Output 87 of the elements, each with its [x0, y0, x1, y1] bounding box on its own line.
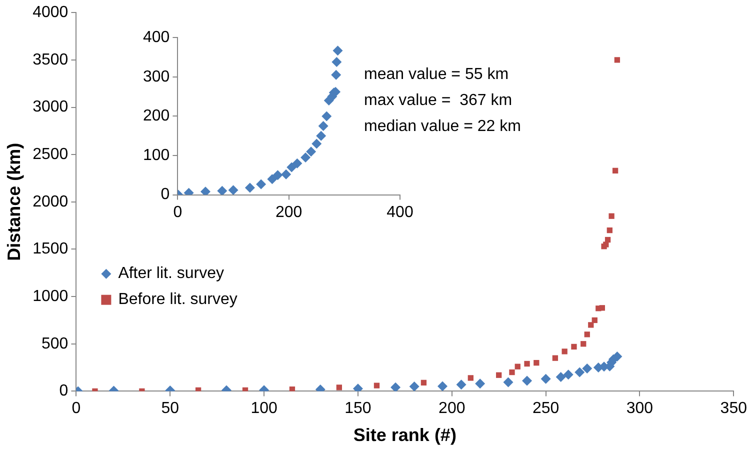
x-tick-label: 400 [386, 204, 414, 221]
y-tick-label: 500 [41, 335, 68, 352]
point [318, 121, 328, 132]
annotation: mean value = 55 km [364, 66, 509, 84]
point [524, 360, 530, 367]
annotation: median value = 22 km [364, 118, 521, 136]
x-tick-label: 300 [626, 400, 654, 418]
point [475, 378, 486, 389]
point [614, 57, 620, 63]
y-tick-label: 0 [160, 186, 170, 204]
x-tick-label: 0 [173, 204, 182, 221]
point [456, 380, 466, 390]
point [563, 370, 574, 380]
point [409, 381, 420, 392]
point [514, 364, 520, 370]
point [217, 186, 228, 195]
point [509, 369, 515, 376]
point [300, 152, 311, 162]
point [588, 322, 594, 328]
x-tick-label: 0 [72, 400, 81, 418]
point [390, 382, 401, 392]
point [574, 367, 585, 378]
x-tick-label: 200 [438, 400, 466, 418]
point [503, 377, 514, 388]
point [599, 305, 605, 311]
y-axis-title: Distance (km) [4, 142, 24, 261]
x-tick-label: 350 [720, 400, 748, 418]
point [281, 169, 292, 180]
point [604, 236, 611, 243]
y-tick-label: 300 [142, 68, 170, 86]
point [312, 138, 322, 149]
point [468, 375, 474, 381]
point [420, 380, 427, 386]
point [606, 227, 613, 234]
y-tick-label: 4000 [32, 4, 68, 22]
point [556, 372, 566, 382]
point [336, 384, 342, 390]
y-tick-label: 2500 [32, 146, 68, 163]
point [200, 186, 210, 195]
point [306, 146, 316, 157]
y-tick-label: 1000 [32, 288, 68, 305]
point [584, 332, 590, 338]
point [228, 185, 238, 195]
point [540, 374, 551, 384]
point [332, 46, 343, 56]
x-tick-label: 50 [161, 400, 180, 418]
y-tick-label: 400 [142, 29, 170, 46]
x-tick-label: 250 [532, 400, 560, 418]
point [322, 111, 332, 122]
point [612, 351, 622, 362]
legend-label: After lit. survey [118, 265, 224, 282]
point [292, 158, 302, 168]
y-tick-label: 200 [142, 108, 170, 125]
x-axis-title: Site rank (#) [353, 425, 456, 446]
point [316, 130, 326, 141]
y-tick-label: 3500 [32, 51, 68, 68]
point [522, 376, 532, 386]
point [331, 70, 342, 80]
point [552, 355, 558, 361]
legend-label: Before lit. survey [118, 291, 238, 308]
point [571, 344, 577, 350]
point [612, 168, 618, 174]
y-tick-label: 3000 [32, 98, 68, 116]
point [580, 341, 586, 347]
y-tick-label: 2000 [32, 193, 68, 210]
point [374, 382, 380, 388]
point [272, 170, 283, 180]
point [267, 174, 278, 184]
point [534, 360, 540, 366]
x-tick-label: 150 [344, 400, 372, 418]
x-tick-label: 200 [275, 204, 302, 221]
point [332, 56, 342, 67]
y-tick-label: 100 [142, 146, 170, 164]
annotation: max value = 367 km [364, 92, 512, 110]
point [582, 363, 592, 374]
point [592, 317, 598, 324]
point [496, 372, 502, 378]
point [256, 179, 266, 190]
point [437, 381, 448, 392]
point [608, 213, 614, 219]
point [286, 162, 297, 172]
y-tick-label: 1500 [32, 240, 68, 258]
point [562, 348, 568, 354]
y-tick-label: 0 [59, 382, 68, 400]
x-tick-label: 100 [250, 400, 278, 418]
point [289, 386, 296, 392]
point [244, 182, 255, 193]
